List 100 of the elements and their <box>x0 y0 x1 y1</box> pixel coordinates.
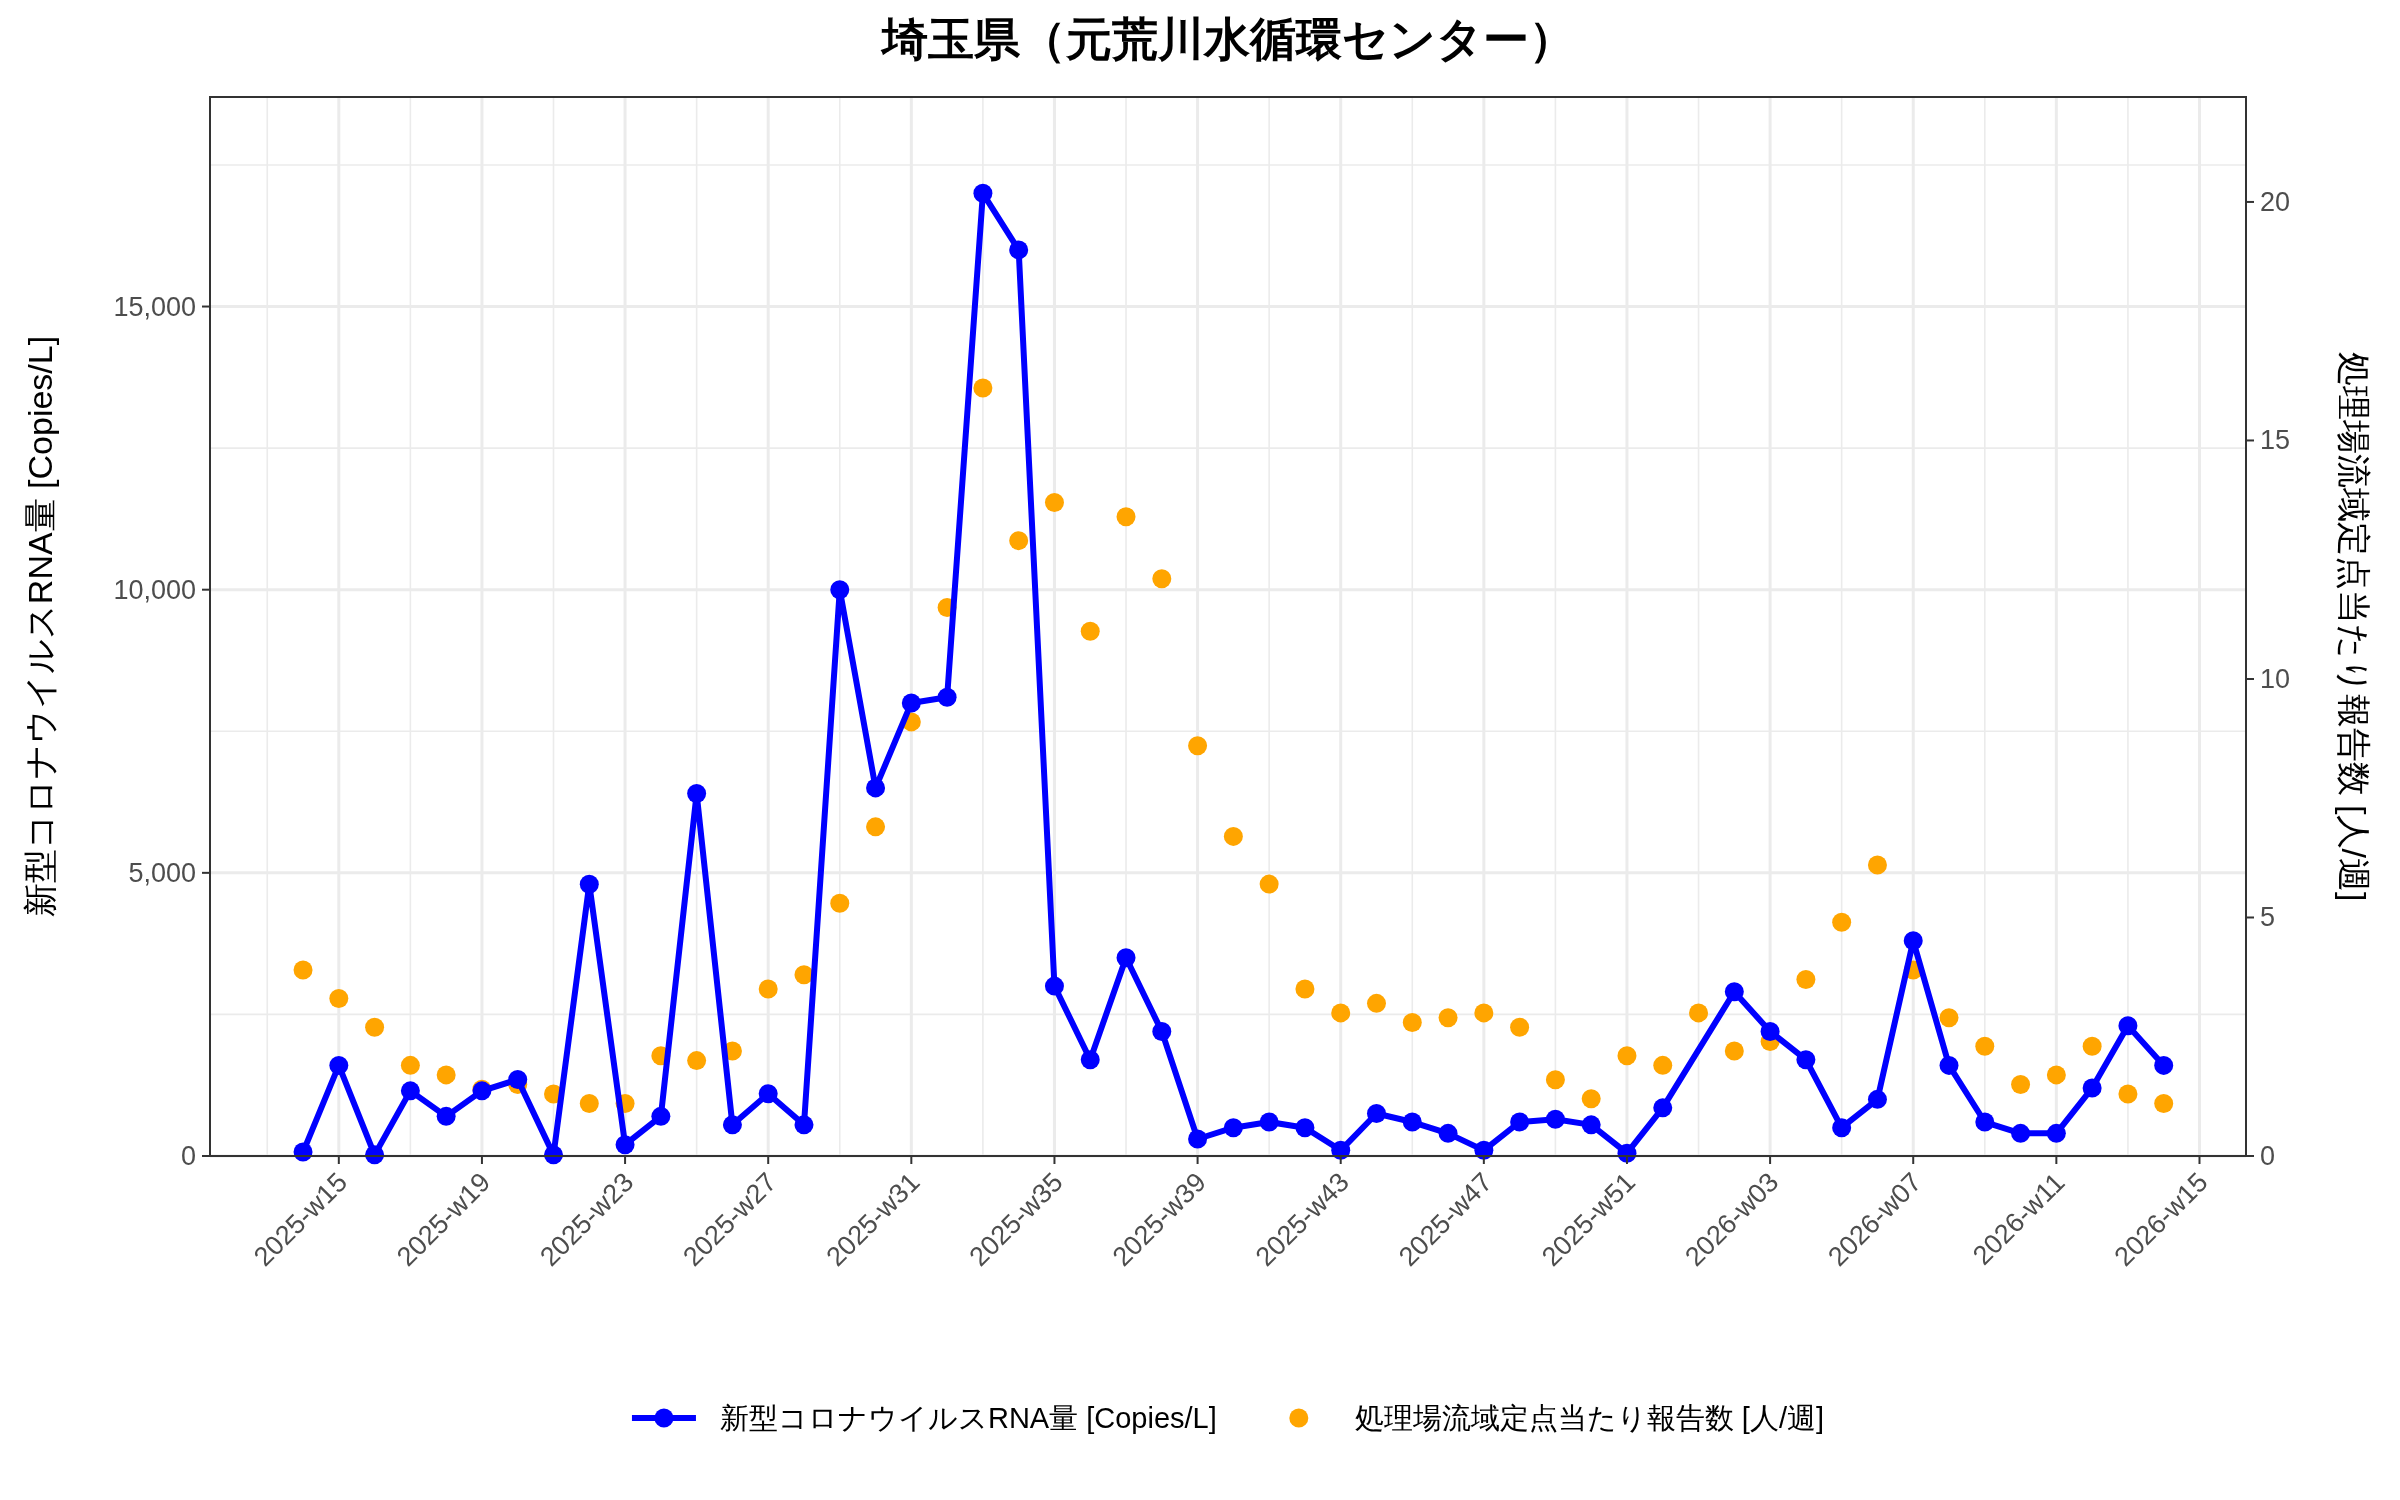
point <box>329 989 349 1009</box>
y-axis-title: 新型コロナウイルスRNA量 [Copies/L] <box>21 335 59 918</box>
point <box>1939 1055 1959 1075</box>
point <box>1331 1003 1351 1023</box>
y-tick-label: 15,000 <box>113 291 196 322</box>
point <box>365 1017 385 1037</box>
point <box>758 1084 778 1104</box>
point <box>1188 736 1208 756</box>
point <box>2011 1074 2031 1094</box>
point <box>1402 1112 1422 1132</box>
y2-tick-label: 5 <box>2260 902 2276 933</box>
chart-title: 埼玉県（元荒川水循環センター） <box>879 13 1575 65</box>
point <box>436 1106 456 1126</box>
point <box>758 979 778 999</box>
point <box>1975 1112 1995 1132</box>
point <box>1832 912 1852 932</box>
point <box>293 960 313 980</box>
point <box>1975 1036 1995 1056</box>
point <box>2011 1123 2031 1143</box>
point <box>1009 240 1029 260</box>
point <box>1367 1104 1386 1124</box>
y2-tick-label: 10 <box>2260 663 2291 694</box>
point <box>400 1081 420 1101</box>
point <box>2154 1094 2174 1114</box>
point <box>687 784 707 804</box>
point <box>1903 931 1923 951</box>
point <box>1223 1118 1243 1138</box>
point <box>1796 970 1816 989</box>
point <box>830 893 850 913</box>
point <box>1653 1055 1673 1075</box>
point <box>1367 993 1386 1013</box>
point <box>1796 1050 1816 1070</box>
point <box>687 1051 707 1071</box>
point <box>1080 621 1100 641</box>
point <box>794 965 814 985</box>
point <box>1617 1046 1637 1066</box>
y-tick-label: 5,000 <box>128 857 196 888</box>
y2-tick-label: 20 <box>2260 186 2291 217</box>
point <box>1724 1041 1744 1061</box>
point <box>1510 1112 1530 1132</box>
point <box>1080 1050 1100 1070</box>
point <box>1188 1129 1208 1149</box>
point <box>1653 1098 1673 1118</box>
point <box>1545 1070 1565 1090</box>
point <box>1510 1017 1530 1037</box>
point <box>722 1115 742 1135</box>
point <box>1438 1008 1458 1028</box>
point <box>1295 979 1315 999</box>
y2-axis-title: 処理場流域定点当たり報告数 [人/週] <box>2335 351 2373 902</box>
legend-label: 新型コロナウイルスRNA量 [Copies/L] <box>719 1402 1217 1434</box>
point <box>1223 826 1243 846</box>
point <box>1044 492 1064 512</box>
point <box>1867 855 1887 875</box>
point <box>1689 1003 1709 1023</box>
point <box>579 874 599 894</box>
point <box>1939 1008 1959 1028</box>
point <box>2118 1016 2138 1036</box>
point <box>1724 982 1744 1002</box>
legend-label: 処理場流域定点当たり報告数 [人/週] <box>1354 1402 1825 1434</box>
point <box>830 580 850 600</box>
point <box>2082 1036 2102 1056</box>
point <box>2082 1078 2102 1098</box>
point <box>1116 948 1136 968</box>
point <box>1832 1118 1852 1138</box>
point <box>973 378 993 398</box>
point <box>794 1115 814 1135</box>
point <box>1581 1115 1601 1135</box>
point <box>1116 507 1136 527</box>
point <box>1867 1089 1887 1109</box>
point <box>615 1135 635 1155</box>
point <box>1760 1021 1780 1041</box>
point <box>1152 1021 1172 1041</box>
point <box>2118 1084 2138 1104</box>
point <box>866 817 886 837</box>
point <box>1259 1112 1279 1132</box>
point <box>1152 569 1172 589</box>
point <box>1438 1123 1458 1143</box>
y2-tick-label: 15 <box>2260 425 2291 456</box>
point <box>2046 1065 2066 1085</box>
point <box>1295 1118 1315 1138</box>
point <box>1044 976 1064 996</box>
y-tick-label: 0 <box>180 1141 196 1171</box>
point <box>1009 531 1029 551</box>
point <box>436 1065 456 1085</box>
point <box>2046 1123 2066 1143</box>
point <box>866 778 886 798</box>
y2-tick-label: 0 <box>2260 1141 2276 1171</box>
point <box>400 1055 420 1075</box>
y-tick-label: 10,000 <box>113 574 196 605</box>
point <box>2154 1055 2174 1075</box>
point <box>937 687 957 707</box>
point <box>651 1106 671 1126</box>
point <box>1402 1012 1422 1032</box>
point <box>973 183 993 203</box>
point <box>1474 1003 1494 1023</box>
point <box>329 1055 349 1075</box>
point <box>1259 874 1279 894</box>
point <box>1545 1109 1565 1129</box>
point <box>1581 1089 1601 1109</box>
point <box>901 693 921 713</box>
